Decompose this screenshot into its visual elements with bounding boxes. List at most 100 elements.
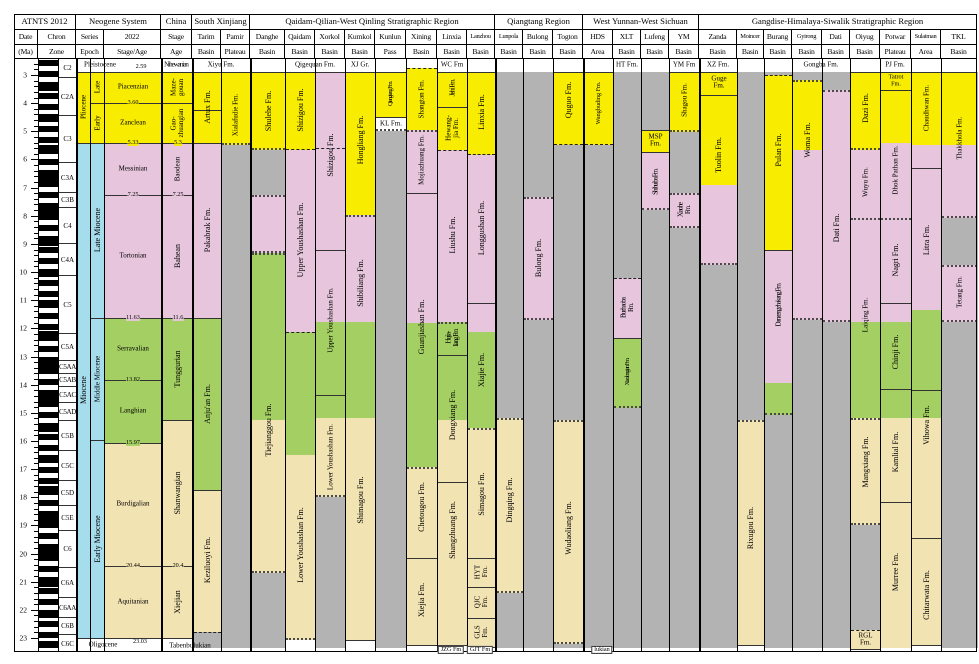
formation-label: Artux Fm. [202, 90, 212, 124]
column-kunlun: Qiangtang Fm. KL Fm. [375, 59, 407, 652]
column-xorkol: Shizigou Fm. Upper Youshashan Fm. Lower Yo… [315, 59, 346, 652]
column-china-stage: Maze- gouan Gao- zhuangian Baodean Bahean Tu… [161, 59, 194, 652]
formation-label: HYT Fm. [473, 564, 489, 580]
column-sulaiman: Chaudhwan Fm. Litra Fm. Vihowa Fm. Chitarwa… [911, 59, 942, 652]
formation-block [642, 152, 669, 210]
formation-label: Simagou Fm. [476, 472, 486, 516]
age-tick-minor [34, 626, 38, 628]
formation-block [912, 390, 941, 418]
header-cell: Basin [613, 45, 641, 59]
formation-label: Xiejian [172, 590, 182, 614]
header-cell: Zanda [699, 30, 737, 45]
formation-label: Wuyu Fm. [860, 167, 869, 197]
age-tick-minor [34, 277, 38, 279]
formation-block [881, 322, 911, 389]
age-tick-minor [34, 63, 38, 65]
formation-label: MSP Fm. [648, 132, 663, 148]
age-tick-major [31, 384, 38, 386]
header-cell: Basin [850, 45, 880, 59]
age-tick-label: 19 [19, 520, 28, 530]
formation-label: Tetang Fm. [954, 276, 963, 308]
chron-zone-label: C5B [61, 431, 74, 440]
chart-label: GJT Fm [466, 645, 494, 655]
formation-label: Liushu Fm. [447, 216, 457, 254]
formation-label: Xialafudie Fm. [231, 93, 240, 137]
chart-label: 7.25 [172, 190, 184, 199]
column-base [670, 72, 700, 648]
formation-block [407, 467, 437, 558]
formation-block [438, 420, 467, 482]
age-tick-minor [34, 322, 38, 324]
formation-block [468, 558, 495, 587]
formation-block [346, 418, 375, 640]
formation-label: Baodean [172, 156, 181, 182]
formation-block [194, 72, 221, 110]
formation-label: Rixugou Fm. [745, 506, 755, 550]
age-tick-minor [34, 418, 38, 420]
formation-label: Dingqing Fm. [504, 477, 514, 523]
formation-block [912, 145, 941, 168]
header-cell: Basin [737, 45, 764, 59]
age-tick-minor [34, 592, 38, 594]
age-tick-minor [34, 390, 38, 392]
chart-label: 11.6 [172, 313, 184, 322]
formation-block [438, 482, 467, 645]
header-cell: South Xinjiang [192, 14, 250, 30]
chron-zone: C5AB [59, 373, 76, 386]
age-tick-label: 7 [23, 183, 27, 193]
formation-block [881, 303, 911, 322]
chron-zone: C5E [59, 505, 76, 530]
formation-label: Shanwangian [172, 471, 182, 515]
age-tick-label: 6 [23, 154, 27, 164]
age-tick-minor [34, 204, 38, 206]
age-tick-minor [34, 193, 38, 195]
formation-block [912, 418, 941, 538]
chron-zone: C3A [59, 162, 76, 192]
age-tick-label: 20 [19, 549, 28, 559]
formation-label: Early [92, 115, 101, 131]
header-cell: Basin [250, 45, 285, 59]
formation-block [252, 253, 285, 420]
formation-block [194, 490, 221, 632]
header-cell: Plateau [221, 45, 250, 59]
formation-label: Miocene [78, 376, 88, 404]
formation-label: Lower Youshashan Fm. [325, 423, 334, 491]
formation-block [614, 338, 641, 408]
formation-block [468, 587, 495, 618]
age-tick-label: 17 [19, 464, 28, 474]
age-tick-minor [34, 395, 38, 397]
formation-label: Tiejianggou Fm. [263, 403, 273, 457]
header-cell: Kunlun [375, 30, 406, 45]
column-qaidam: Shizigou Fm. Upper Youshashan Fm. Lower Yo… [285, 59, 316, 652]
formation-label: Shibiliang Fm. [355, 259, 365, 307]
chron-zone-label: C5C [61, 461, 74, 470]
age-tick-minor [34, 238, 38, 240]
formation-block [670, 193, 699, 228]
age-tick-minor [34, 260, 38, 262]
formation-block [438, 355, 467, 420]
header-cell: Togton [553, 30, 583, 45]
formation-label: Piacenzian [117, 82, 149, 91]
formation-block [252, 420, 285, 573]
chart-label: 13.82 [126, 375, 140, 384]
formation-block [194, 318, 221, 490]
formation-label: Chinji Fm. [890, 334, 900, 370]
header-cell: Basin [669, 45, 699, 59]
age-tick-minor [34, 227, 38, 228]
header-cell: HDS [583, 30, 613, 45]
age-tick-major [31, 440, 38, 442]
formation-label: Thakkhola Fm. [954, 116, 963, 160]
age-tick-minor [34, 283, 38, 285]
header-cell: Area [911, 45, 941, 59]
age-tick-minor [34, 401, 38, 403]
formation-block [881, 218, 911, 303]
formation-label: Langhian [119, 406, 147, 415]
column-pamir: Xialafudie Fm. [221, 59, 251, 652]
header-cell: Basin [192, 45, 221, 59]
chron-zone: C5A [59, 333, 76, 360]
header-cell: Series [76, 30, 104, 45]
formation-label: Tatrot Fm. [888, 73, 904, 87]
formation-block [316, 72, 345, 148]
chron-zone-label: C5AA [58, 363, 77, 371]
chart-label: 23.03 [133, 637, 147, 645]
